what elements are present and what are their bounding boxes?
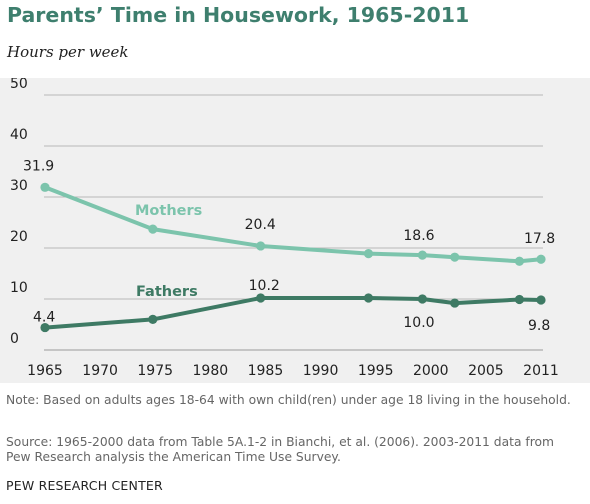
label-layer: Mothers Fathers 31.9 20.4 18.6 17.8 4.4 10.2 10.… <box>23 158 555 334</box>
y-tick-label: 20 <box>10 229 28 245</box>
line-chart: 0 10 20 30 40 50 1965 1970 1975 1980 1985 1990 1995 2… <box>10 78 559 379</box>
fathers-value-label: 10.2 <box>249 278 280 294</box>
mothers-data-point <box>450 252 460 262</box>
mothers-data-point <box>40 182 50 192</box>
mothers-value-label: 17.8 <box>524 231 555 247</box>
org-credit: PEW RESEARCH CENTER <box>6 478 163 493</box>
fathers-data-point <box>363 293 374 303</box>
mothers-data-point <box>417 250 427 260</box>
fathers-data-point <box>450 298 460 308</box>
x-tick-label: 2000 <box>413 363 449 379</box>
chart-title: Parents’ Time in Housework, 1965-2011 <box>7 3 470 27</box>
fathers-data-point <box>536 295 546 305</box>
x-tick-label: 2011 <box>523 363 559 379</box>
x-tick-label: 1990 <box>303 363 339 379</box>
x-tick-label: 1965 <box>27 363 63 379</box>
y-tick-label: 30 <box>10 178 28 194</box>
plot-panel <box>0 78 590 383</box>
y-tick-label: 50 <box>10 78 28 92</box>
chart-note: Note: Based on adults ages 18-64 with ow… <box>6 393 571 407</box>
fathers-value-label: 10.0 <box>403 315 434 331</box>
fathers-value-label: 9.8 <box>528 318 550 334</box>
fathers-series-label: Fathers <box>136 284 198 300</box>
mothers-series-line <box>43 185 543 264</box>
fathers-data-point <box>148 314 158 324</box>
mothers-value-label: 31.9 <box>23 158 54 174</box>
y-tick-label: 40 <box>10 127 28 143</box>
series-layer <box>40 182 546 333</box>
fathers-series-line <box>43 296 543 330</box>
x-tick-label: 2005 <box>468 363 504 379</box>
y-tick-label: 10 <box>10 280 28 296</box>
mothers-series-label: Mothers <box>135 203 202 219</box>
fathers-data-point <box>417 294 427 304</box>
x-tick-label: 1995 <box>358 363 394 379</box>
chart-subtitle: Hours per week <box>7 43 129 61</box>
x-tick-label: 1985 <box>248 363 284 379</box>
mothers-data-point <box>148 224 158 234</box>
grid-layer: 0 10 20 30 40 50 1965 1970 1975 1980 1985 1990 1995 2… <box>10 78 559 379</box>
mothers-data-point <box>256 241 266 251</box>
x-tick-label: 1980 <box>193 363 229 379</box>
y-tick-label: 0 <box>10 331 19 347</box>
x-tick-label: 1975 <box>137 363 173 379</box>
fathers-data-point <box>514 294 525 305</box>
fathers-data-point <box>256 293 266 303</box>
mothers-data-point <box>536 254 546 264</box>
x-tick-label: 1970 <box>82 363 118 379</box>
mothers-value-label: 20.4 <box>245 217 276 233</box>
mothers-data-point <box>363 249 374 259</box>
chart-source: Source: 1965-2000 data from Table 5A.1-2… <box>6 435 555 464</box>
mothers-data-point <box>514 256 525 266</box>
fathers-data-point <box>40 322 50 333</box>
mothers-value-label: 18.6 <box>403 228 434 244</box>
fathers-value-label: 4.4 <box>33 310 55 326</box>
